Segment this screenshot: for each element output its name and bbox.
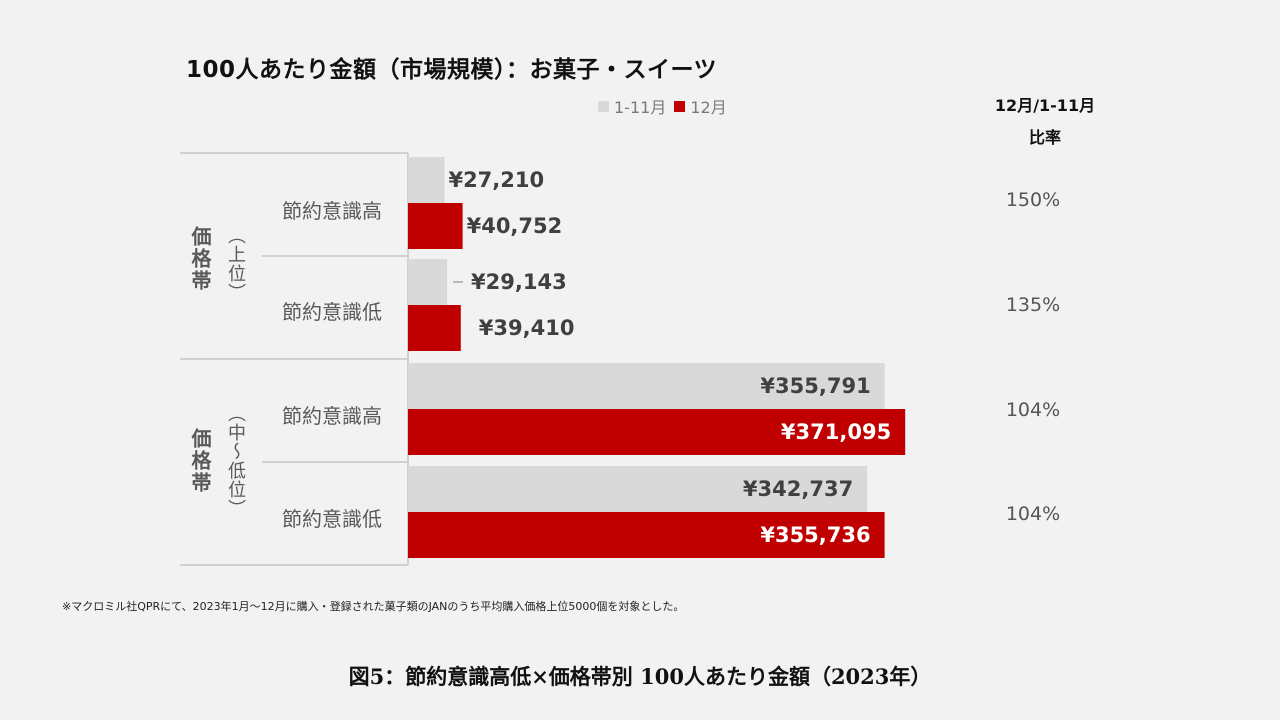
legend-item-12: 12月 <box>674 94 727 118</box>
legend: 1-11月 12月 <box>598 94 727 118</box>
legend-label-12: 12月 <box>690 98 727 117</box>
legend-swatch-1-11 <box>598 100 609 112</box>
data-label: ¥27,210 <box>448 168 544 192</box>
bar-dec <box>408 305 461 351</box>
bar-dec <box>408 512 885 558</box>
row-label: 節約意識高 <box>282 404 382 428</box>
data-label: ¥40,752 <box>467 214 563 238</box>
figure-caption: 図5：節約意識高低×価格帯別 100人あたり金額（2023年） <box>348 664 932 689</box>
group-label-mid-low: 価格帯 <box>188 428 212 494</box>
bar-dec <box>408 203 463 249</box>
data-label: ¥29,143 <box>471 270 567 294</box>
data-label: ¥355,736 <box>760 523 870 547</box>
bar-jan-nov <box>408 466 868 512</box>
chart-title: 100人あたり金額（市場規模）：お菓子・スイーツ <box>186 57 718 83</box>
data-label: ¥342,737 <box>743 477 853 501</box>
ratio-value: 150% <box>1005 189 1061 211</box>
row-label: 節約意識低 <box>282 300 382 324</box>
legend-label-1-11: 1-11月 <box>614 98 667 117</box>
ratio-header: 12月/1-11月 比率 <box>970 90 1120 154</box>
footnote: ※マクロミル社QPRにて、2023年1月〜12月に購入・登録された菓子類のJAN… <box>62 600 685 613</box>
group-sub-mid-low: （中〜低位） <box>225 404 246 518</box>
bar-jan-nov <box>408 363 885 409</box>
bar-jan-nov <box>408 259 448 305</box>
bar-jan-nov <box>408 157 445 203</box>
legend-item-1-11: 1-11月 <box>598 94 666 118</box>
ratio-header-line2: 比率 <box>1028 128 1061 147</box>
ratio-value: 104% <box>1005 503 1061 525</box>
group-label-upper: 価格帯 <box>188 226 212 292</box>
group-sub-upper: （上位） <box>225 226 246 302</box>
data-label: ¥355,791 <box>760 374 870 398</box>
ratio-header-line1: 12月/1-11月 <box>994 96 1096 115</box>
legend-swatch-12 <box>674 100 686 112</box>
row-label: 節約意識低 <box>282 507 382 531</box>
data-label: ¥39,410 <box>479 316 575 340</box>
ratio-value: 104% <box>1005 399 1061 421</box>
row-label: 節約意識高 <box>282 199 382 223</box>
ratio-value: 135% <box>1005 294 1061 316</box>
bar-dec <box>408 409 906 455</box>
data-label: ¥371,095 <box>781 420 891 444</box>
